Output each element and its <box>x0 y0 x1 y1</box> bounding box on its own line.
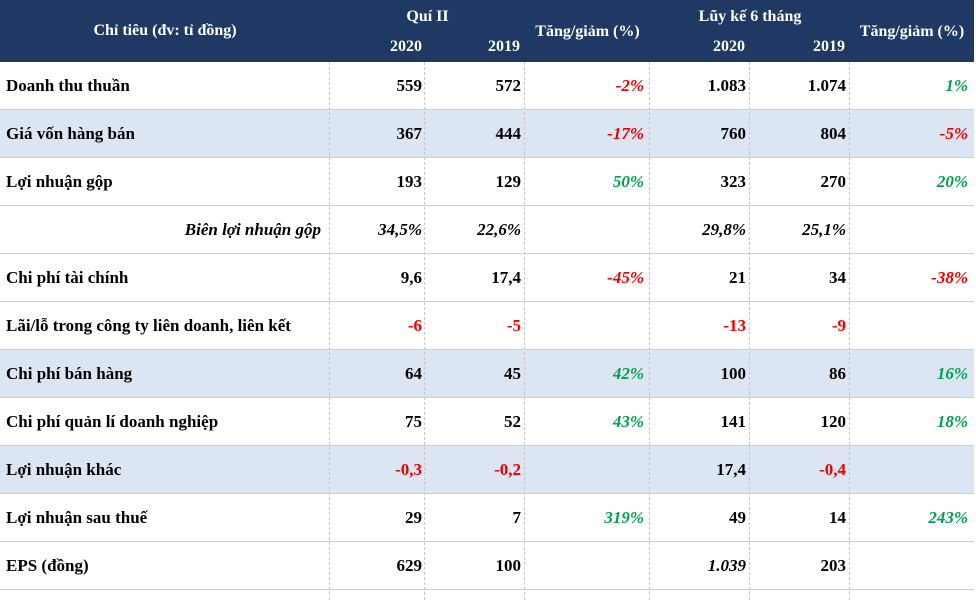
cell-quarter-2020: 34,5% <box>378 220 422 239</box>
column-divider <box>649 62 650 600</box>
row-label: Chi phí quản lí doanh nghiệp <box>6 412 219 431</box>
cell-quarter-2019: 100 <box>495 556 522 575</box>
row-label: Chi phí bán hàng <box>6 364 133 383</box>
row-label: Lợi nhuận khác <box>6 460 122 479</box>
cell-quarter-2020: 9,6 <box>400 268 422 287</box>
cell-ytd-2020: 323 <box>720 172 747 191</box>
row-gross-margin: Biên lợi nhuận gộp 34,5% 22,6% 29,8% 25,… <box>0 206 974 254</box>
cell-ytd-2020: 100 <box>720 364 747 383</box>
header-quarter-2020: 2020 <box>390 38 422 55</box>
header-ytd-2020: 2020 <box>713 38 745 55</box>
cell-quarter-2020: 193 <box>396 172 423 191</box>
cell-quarter-2019: 129 <box>495 172 522 191</box>
cell-ytd-2020: 29,8% <box>702 220 746 239</box>
cell-ytd-2020: 1.083 <box>707 76 746 95</box>
cell-ytd-change: -38% <box>931 268 968 287</box>
cell-quarter-2020: -6 <box>407 316 422 335</box>
cell-quarter-change: -2% <box>615 76 644 95</box>
cell-quarter-2019: 45 <box>504 364 521 383</box>
row-label: Lợi nhuận gộp <box>6 172 113 191</box>
cell-ytd-2019: -9 <box>831 316 846 335</box>
table-header: Chỉ tiêu (đv: tỉ đồng) Quí II 2020 2019 … <box>0 0 974 62</box>
cell-ytd-change: 243% <box>928 508 968 527</box>
cell-quarter-change: 319% <box>604 508 644 527</box>
cell-ytd-2020: 1.039 <box>707 556 746 575</box>
header-quarter-change: Tăng/giảm (%) <box>535 23 640 40</box>
row-label: Lợi nhuận sau thuế <box>6 508 148 527</box>
header-quarter-2019: 2019 <box>488 38 520 55</box>
row-label: Lãi/lỗ trong công ty liên doanh, liên kế… <box>6 316 291 335</box>
cell-ytd-change: -5% <box>939 124 968 143</box>
cell-quarter-2019: 572 <box>495 76 522 95</box>
row-cogs: Giá vốn hàng bán 367 444 -17% 760 804 -5… <box>0 110 974 158</box>
row-gross-profit: Lợi nhuận gộp 193 129 50% 323 270 20% <box>0 158 974 206</box>
cell-quarter-2020: 64 <box>405 364 422 383</box>
header-ytd-2019: 2019 <box>813 38 845 55</box>
cell-ytd-2019: 270 <box>820 172 847 191</box>
row-jv-income: Lãi/lỗ trong công ty liên doanh, liên kế… <box>0 302 974 350</box>
cell-ytd-change: 20% <box>936 172 968 191</box>
row-admin-expense: Chi phí quản lí doanh nghiệp 75 52 43% 1… <box>0 398 974 446</box>
cell-ytd-2020: -13 <box>723 316 746 335</box>
cell-quarter-2019: 52 <box>504 412 521 431</box>
cell-ytd-2019: 86 <box>829 364 846 383</box>
row-label: Doanh thu thuần <box>6 76 130 95</box>
column-divider <box>329 62 330 600</box>
cell-quarter-2019: -5 <box>506 316 521 335</box>
cell-ytd-change: 18% <box>936 412 968 431</box>
column-divider <box>424 62 425 600</box>
row-financial-expense: Chi phí tài chính 9,6 17,4 -45% 21 34 -3… <box>0 254 974 302</box>
cell-ytd-2019: 804 <box>820 124 847 143</box>
cell-ytd-2019: 203 <box>820 556 847 575</box>
cell-ytd-2019: 34 <box>829 268 846 287</box>
cell-ytd-2019: 14 <box>829 508 846 527</box>
cell-quarter-2019: 17,4 <box>491 268 521 287</box>
cell-quarter-2020: 629 <box>396 556 423 575</box>
header-label: Chỉ tiêu (đv: tỉ đồng) <box>93 22 237 39</box>
cell-ytd-2020: 21 <box>729 268 746 287</box>
row-net-profit: Lợi nhuận sau thuế 29 7 319% 49 14 243% <box>0 494 974 542</box>
row-label: Biên lợi nhuận gộp <box>184 220 321 239</box>
cell-ytd-2019: -0,4 <box>819 460 846 479</box>
row-label: EPS (đồng) <box>6 556 89 575</box>
cell-quarter-change: 42% <box>612 364 644 383</box>
row-selling-expense: Chi phí bán hàng 64 45 42% 100 86 16% <box>0 350 974 398</box>
column-divider <box>524 62 525 600</box>
cell-ytd-2019: 1.074 <box>807 76 846 95</box>
cell-quarter-change: 43% <box>612 412 644 431</box>
cell-ytd-change: 16% <box>936 364 968 383</box>
cell-quarter-change: -45% <box>607 268 644 287</box>
cell-quarter-2020: -0,3 <box>395 460 422 479</box>
row-net-revenue: Doanh thu thuần 559 572 -2% 1.083 1.074 … <box>0 62 974 110</box>
header-ytd-group: Lũy kế 6 tháng <box>698 8 802 25</box>
header-ytd-change: Tăng/giảm (%) <box>859 23 965 40</box>
row-label: Chi phí tài chính <box>6 268 129 287</box>
cell-ytd-2019: 25,1% <box>802 220 846 239</box>
cell-ytd-change: 1% <box>945 76 968 95</box>
row-other-profit: Lợi nhuận khác -0,3 -0,2 17,4 -0,4 <box>0 446 974 494</box>
cell-quarter-change: 50% <box>612 172 644 191</box>
cell-ytd-2019: 120 <box>820 412 847 431</box>
cell-quarter-2019: 7 <box>512 508 522 527</box>
row-label: Giá vốn hàng bán <box>6 124 135 143</box>
cell-quarter-2020: 367 <box>396 124 423 143</box>
cell-quarter-2020: 29 <box>405 508 422 527</box>
cell-quarter-2020: 75 <box>405 412 422 431</box>
column-divider <box>849 62 850 600</box>
cell-quarter-2020: 559 <box>396 76 423 95</box>
cell-quarter-2019: 444 <box>495 124 522 143</box>
cell-ytd-2020: 49 <box>729 508 746 527</box>
column-divider <box>749 62 750 600</box>
cell-quarter-change: -17% <box>607 124 644 143</box>
cell-quarter-2019: -0,2 <box>494 460 521 479</box>
row-eps: EPS (đồng) 629 100 1.039 203 <box>0 542 974 590</box>
cell-ytd-2020: 17,4 <box>716 460 746 479</box>
cell-ytd-2020: 141 <box>720 412 747 431</box>
header-quarter-group: Quí II <box>406 8 449 25</box>
cell-ytd-2020: 760 <box>720 124 747 143</box>
cell-quarter-2019: 22,6% <box>477 220 521 239</box>
